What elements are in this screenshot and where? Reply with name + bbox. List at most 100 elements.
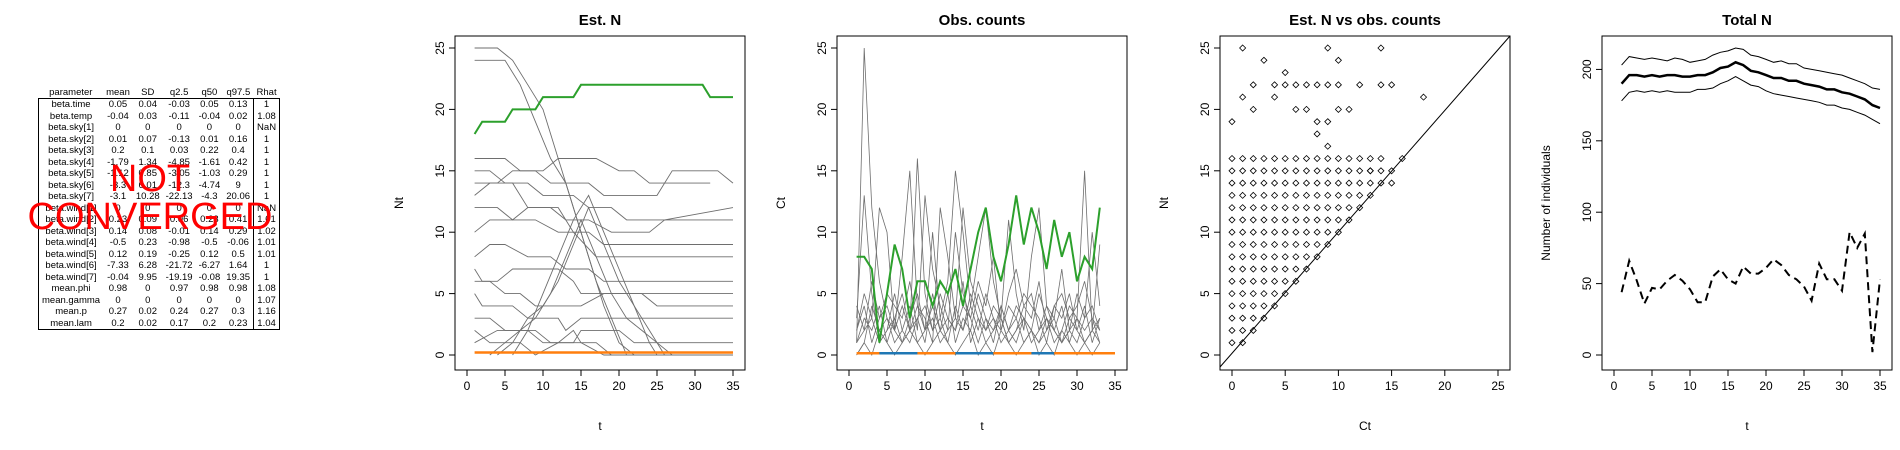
table-cell: 1 xyxy=(253,98,281,111)
table-cell: NaN xyxy=(253,202,281,214)
table-cell: 0.23 xyxy=(228,317,248,329)
table-cell: 0.42 xyxy=(228,156,248,168)
scatter-point xyxy=(1366,154,1374,163)
scatter-point xyxy=(1270,204,1279,212)
scatter-point xyxy=(1313,179,1321,187)
scatter-point xyxy=(1388,167,1396,175)
scatter-point xyxy=(1324,216,1332,224)
plot-frame xyxy=(1219,35,1511,371)
scatter-point xyxy=(1313,204,1321,212)
table-row: beta.time 0.05 0.04 -0.03 0.05 0.13 1 xyxy=(38,98,281,111)
scatter-point xyxy=(1302,179,1311,187)
chart-panel: Total N t Number of individuals 0 5 10 15 20 25 3… xyxy=(1539,12,1893,433)
scatter-point xyxy=(1377,167,1385,175)
table-cell: 0.2 xyxy=(111,317,125,329)
plot-frame xyxy=(454,35,746,371)
scatter-point xyxy=(1270,81,1279,89)
scatter-point xyxy=(1249,216,1257,224)
series-line xyxy=(474,170,733,221)
scatter-point xyxy=(1302,253,1311,261)
scatter-point xyxy=(1249,265,1257,273)
table-cell: 0.09 xyxy=(138,214,158,225)
series-line-thin xyxy=(1621,47,1881,90)
highlight-line xyxy=(473,83,733,135)
table-cell: 0.01 xyxy=(108,133,128,145)
scatter-point xyxy=(1228,154,1236,163)
column-header: q2.5 xyxy=(169,87,189,98)
table-cell: beta.sky[3] xyxy=(38,145,104,157)
table-row: beta.wind[1] 0 0 0 0 0 NaN xyxy=(38,202,281,214)
x-tick-label: 15 xyxy=(1385,379,1399,393)
table-row: beta.temp -0.04 0.03 -0.11 -0.04 0.02 1.08 xyxy=(38,110,281,122)
scatter-point xyxy=(1334,167,1342,175)
table-row: beta.sky[6] -3.3 6.01 -12.3 -4.74 9 1 xyxy=(38,179,281,191)
x-tick-label: 25 xyxy=(1491,379,1505,393)
y-axis-label: Nt xyxy=(392,196,406,209)
table-cell: 0 xyxy=(115,294,121,306)
table-cell: 0 xyxy=(115,202,121,214)
x-tick-label: 20 xyxy=(994,379,1008,393)
x-tick-label: 15 xyxy=(1721,379,1735,393)
scatter-point xyxy=(1356,154,1364,163)
scatter-point xyxy=(1239,44,1247,52)
table-cell: 1 xyxy=(253,133,281,145)
table-cell: 20.06 xyxy=(226,191,251,202)
table-cell: 0.98 xyxy=(108,283,128,294)
scatter-point xyxy=(1249,81,1257,89)
x-tick-label: 10 xyxy=(918,379,932,393)
highlight-line xyxy=(856,195,1101,343)
y-tick-label: 25 xyxy=(1198,41,1212,55)
scatter-point xyxy=(1260,314,1268,322)
scatter-point xyxy=(1324,44,1332,52)
scatter-point xyxy=(1260,265,1268,273)
series-line xyxy=(474,329,733,356)
table-cell: 0.23 xyxy=(108,214,128,225)
scatter-point xyxy=(1313,240,1321,249)
scatter-point xyxy=(1292,240,1300,249)
table-row: beta.sky[3] 0.2 0.1 0.03 0.22 0.4 1 xyxy=(38,145,281,157)
scatter-point xyxy=(1292,265,1300,273)
x-tick-label: 25 xyxy=(1797,379,1811,393)
table-header-row: parameter mean SD q2.5 q50 q97.5 Rhat xyxy=(39,88,280,99)
table-cell: 0.02 xyxy=(138,317,158,329)
scatter-point xyxy=(1334,228,1342,236)
y-tick-label: 0 xyxy=(1198,351,1212,358)
x-tick-label: 35 xyxy=(726,379,740,393)
scatter-point xyxy=(1366,191,1374,199)
scatter-point xyxy=(1249,167,1257,175)
table-cell: 6.28 xyxy=(138,260,158,271)
scatter-point xyxy=(1356,204,1364,212)
scatter-point xyxy=(1334,105,1342,113)
scatter-point xyxy=(1239,240,1247,249)
scatter-point xyxy=(1334,191,1342,199)
y-axis-label: Number of individuals xyxy=(1539,145,1553,260)
scatter-point xyxy=(1270,302,1279,310)
scatter-point xyxy=(1239,204,1247,212)
y-tick-label: 20 xyxy=(1198,102,1212,116)
scatter-point xyxy=(1302,191,1311,199)
scatter-point xyxy=(1249,290,1257,298)
x-tick-label: 5 xyxy=(1282,379,1289,393)
scatter-point xyxy=(1292,179,1300,187)
table-cell: beta.sky[1] xyxy=(38,122,104,134)
scatter-point xyxy=(1228,228,1236,236)
x-tick-label: 20 xyxy=(1759,379,1773,393)
table-cell: 1 xyxy=(253,191,281,203)
scatter-point xyxy=(1302,167,1311,175)
table-cell: mean.p xyxy=(38,306,104,318)
table-cell: 0.04 xyxy=(138,99,158,110)
table-cell: 19.35 xyxy=(226,271,251,283)
scatter-point xyxy=(1377,81,1385,89)
table-cell: -0.08 xyxy=(198,271,221,283)
table-row: beta.sky[2] 0.01 0.07 -0.13 0.01 0.16 1 xyxy=(38,133,281,145)
table-cell: 0.29 xyxy=(228,225,248,237)
scatter-point xyxy=(1313,228,1321,236)
scatter-point xyxy=(1228,253,1236,261)
scatter-point xyxy=(1270,93,1279,101)
x-tick-label: 30 xyxy=(688,379,702,393)
scatter-point xyxy=(1388,179,1396,187)
column-header: q50 xyxy=(201,87,218,98)
scatter-point xyxy=(1239,93,1247,101)
table-cell: -6.27 xyxy=(198,260,221,271)
table-row: beta.sky[5] -1.12 0.85 -3.05 -1.03 0.29 1 xyxy=(38,168,281,180)
